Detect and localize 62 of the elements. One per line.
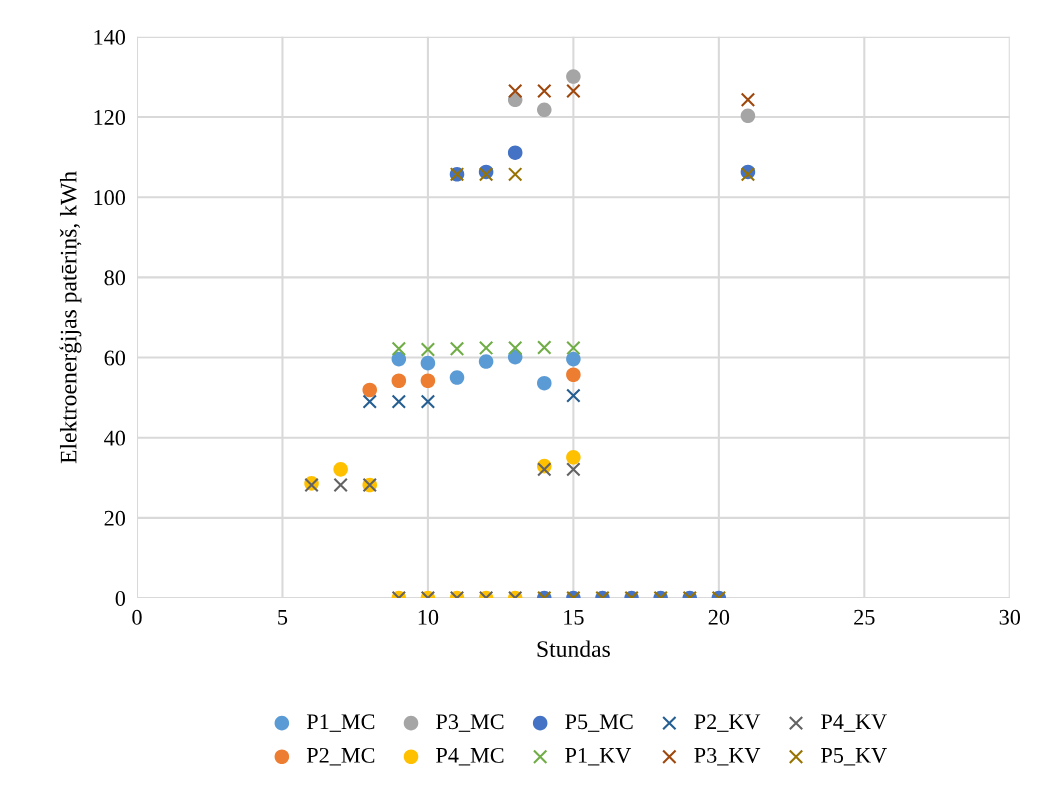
point xyxy=(507,83,523,99)
point xyxy=(333,462,348,477)
point xyxy=(507,340,523,356)
x-tick-label: 20 xyxy=(708,609,730,625)
y-tick-label: 100 xyxy=(94,190,126,206)
point xyxy=(391,373,407,389)
y-axis-title: Elektroenerģijas patēriņš, kWh xyxy=(59,171,82,464)
point xyxy=(566,462,581,477)
y-tick-label: 120 xyxy=(94,109,126,125)
point xyxy=(362,394,377,409)
point xyxy=(740,108,756,124)
legend-label: P3_MC xyxy=(436,714,504,732)
legend-label: P1_KV xyxy=(565,747,632,766)
point xyxy=(566,388,581,403)
point xyxy=(566,69,581,84)
y-tick-label: 20 xyxy=(104,510,126,526)
y-tick-label: 60 xyxy=(104,350,126,366)
point xyxy=(333,477,348,493)
legend-label: P4_MC xyxy=(436,747,504,766)
point xyxy=(507,145,523,160)
point xyxy=(507,167,523,182)
legend-label: P2_MC xyxy=(306,747,375,766)
x-axis-title: Stundas xyxy=(537,640,610,658)
point xyxy=(537,83,552,99)
legend-label: P5_KV xyxy=(821,748,887,766)
point xyxy=(566,340,581,356)
y-tick-label: 40 xyxy=(104,430,126,446)
point xyxy=(449,341,465,356)
point xyxy=(420,394,436,409)
y-tick-label: 0 xyxy=(115,590,126,606)
x-tick-label: 5 xyxy=(278,610,288,625)
point xyxy=(740,92,756,108)
point xyxy=(420,373,436,389)
x-tick-label: 30 xyxy=(999,609,1021,625)
legend-label: P1_MC xyxy=(306,714,375,732)
point xyxy=(391,394,407,409)
legend-label: P4_KV xyxy=(821,714,887,732)
point xyxy=(420,342,436,357)
point xyxy=(362,382,378,398)
point xyxy=(566,351,581,367)
point xyxy=(537,375,552,391)
point xyxy=(391,351,407,367)
point xyxy=(537,462,552,477)
point xyxy=(537,340,552,355)
point xyxy=(566,83,581,99)
point xyxy=(537,102,552,118)
point xyxy=(478,340,494,356)
x-tick-label: 0 xyxy=(132,609,142,625)
x-tick-label: 25 xyxy=(854,609,875,625)
point xyxy=(391,341,407,356)
point xyxy=(449,370,465,385)
y-tick-label: 140 xyxy=(94,29,126,45)
legend-label: P3_KV xyxy=(694,747,761,766)
point xyxy=(420,355,436,371)
point xyxy=(566,367,581,383)
legend-label: P2_KV xyxy=(694,714,761,732)
legend-label: P5_MC xyxy=(565,714,633,732)
point xyxy=(566,450,581,465)
x-tick-label: 15 xyxy=(564,609,584,625)
point xyxy=(478,354,494,369)
y-tick-label: 80 xyxy=(104,270,126,286)
x-tick-label: 10 xyxy=(418,609,439,625)
